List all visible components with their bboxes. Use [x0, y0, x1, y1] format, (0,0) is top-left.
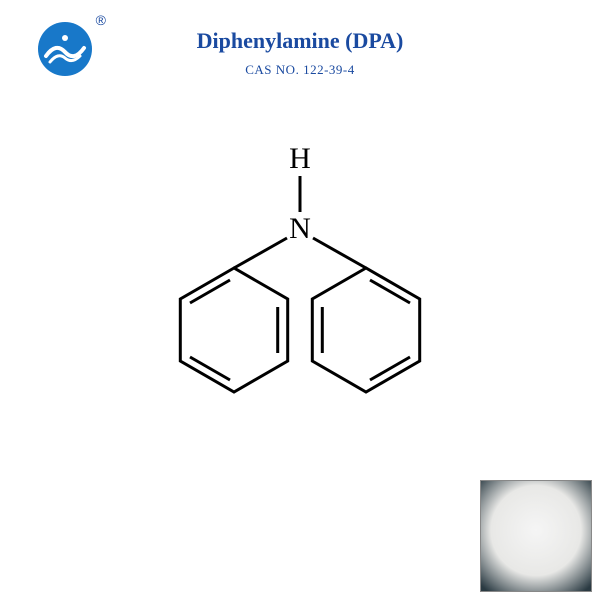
- cas-number: CAS NO. 122-39-4: [0, 62, 600, 78]
- chemical-structure-diagram: H N: [80, 130, 520, 450]
- bond-n-left: [234, 238, 287, 268]
- phenyl-ring-left: [180, 268, 287, 392]
- registered-mark: ®: [96, 12, 106, 28]
- bond-n-right: [313, 238, 366, 268]
- atom-label-n: N: [289, 212, 311, 245]
- phenyl-ring-right: [312, 268, 419, 392]
- product-photo-thumbnail: [480, 480, 592, 592]
- page-title: Diphenylamine (DPA): [0, 28, 600, 54]
- atom-label-h: H: [289, 142, 311, 175]
